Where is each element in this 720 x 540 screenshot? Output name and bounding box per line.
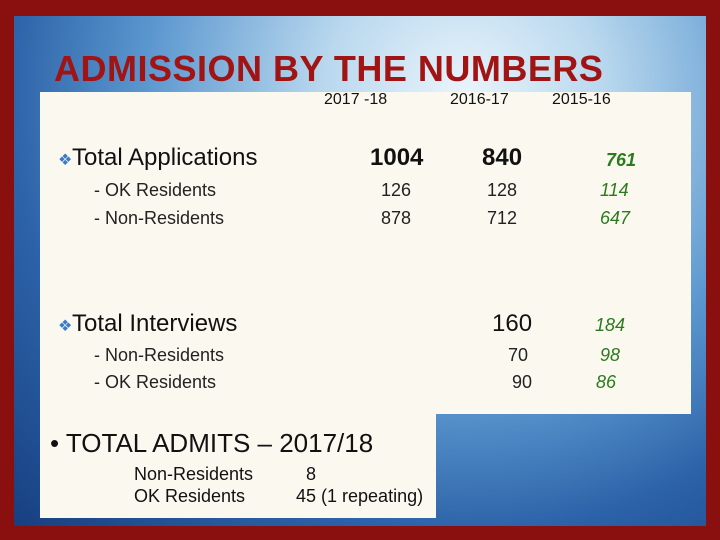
admits-value-non-residents: 8 (306, 464, 317, 484)
interviews-row-value-2016: 90 (512, 372, 533, 392)
admits-label-non-residents: Non-Residents (134, 464, 254, 484)
stats-panel (40, 92, 691, 414)
applications-row-value-2017: 878 (381, 208, 412, 228)
applications-total-2017: 1004 (370, 144, 424, 171)
interviews-label: Total Interviews (72, 310, 238, 337)
page-title: ADMISSION BY THE NUMBERS (54, 48, 604, 89)
applications-row-value-2017: 126 (381, 180, 412, 200)
applications-total-2016: 840 (482, 144, 523, 171)
applications-row-label: - OK Residents (94, 180, 217, 200)
interviews-row-label: - OK Residents (94, 372, 217, 392)
applications-row-value-2015: 647 (600, 208, 631, 228)
interviews-row-value-2015: 86 (596, 372, 617, 392)
column-header-2017: 2017 -18 (324, 91, 388, 108)
interviews-row-value-2016: 70 (508, 345, 529, 365)
interviews-total-2015: 184 (595, 315, 626, 335)
admits-panel: • TOTAL ADMITS – 2017/18 Non-Residents O… (40, 414, 436, 518)
applications-label: Total Applications (72, 144, 258, 171)
applications-row-value-2015: 114 (600, 180, 629, 200)
admits-label-ok-residents: OK Residents (134, 486, 246, 506)
slide: • TOTAL ADMITS – 2017/18 Non-Residents O… (14, 16, 706, 526)
applications-total-2015: 761 (606, 150, 637, 170)
bullet-icon: ❖ (58, 152, 73, 169)
applications-row-value-2016: 128 (487, 180, 518, 200)
column-header-2016: 2016-17 (450, 91, 509, 108)
admits-value-ok-residents: 45 (1 repeating) (296, 486, 424, 506)
interviews-total-2016: 160 (492, 310, 533, 337)
applications-row-label: - Non-Residents (94, 208, 225, 228)
interviews-row-value-2015: 98 (600, 345, 621, 365)
admits-title: • TOTAL ADMITS – 2017/18 (50, 428, 374, 458)
interviews-row-label: - Non-Residents (94, 345, 225, 365)
applications-row-value-2016: 712 (487, 208, 518, 228)
column-header-2015: 2015-16 (552, 91, 611, 108)
bullet-icon: ❖ (58, 318, 73, 335)
